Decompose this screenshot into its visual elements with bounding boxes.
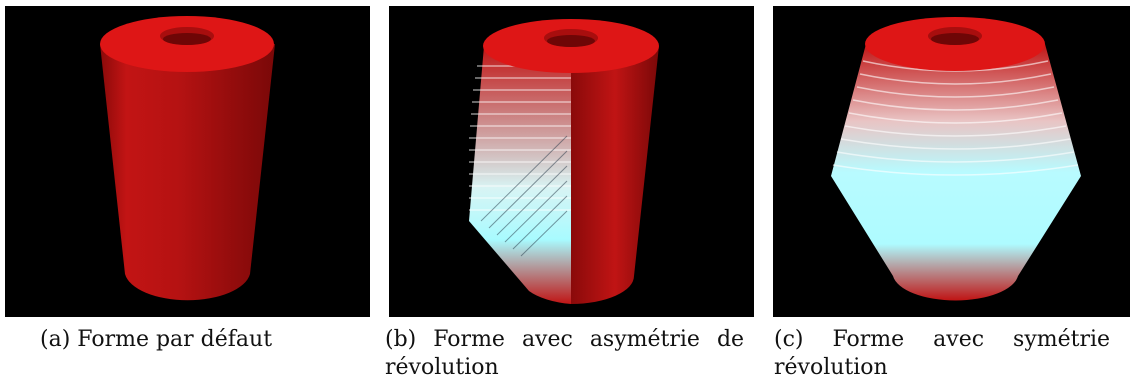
- caption-c-line1: (c) Forme avec symétrie de: [774, 327, 1130, 352]
- caption-a-text: (a) Forme par défaut: [40, 327, 273, 352]
- figure-c-render: [773, 6, 1130, 317]
- cylinder-default-image: [100, 16, 275, 301]
- caption-c-line2: révolution: [774, 355, 888, 380]
- asymmetric-shape-image: [469, 19, 659, 304]
- caption-c: (c) Forme avec symétrie de révolution: [774, 326, 1130, 382]
- caption-a: (a) Forme par défaut: [40, 326, 360, 354]
- figure-b-render: [389, 6, 754, 317]
- caption-b-line2: révolution: [385, 355, 499, 380]
- figure-a-render: [5, 6, 370, 317]
- caption-b: (b) Forme avec asymétrie de révolution: [385, 326, 755, 382]
- caption-b-line1: (b) Forme avec asymétrie de: [385, 327, 745, 352]
- symmetric-shape-image: [831, 17, 1081, 301]
